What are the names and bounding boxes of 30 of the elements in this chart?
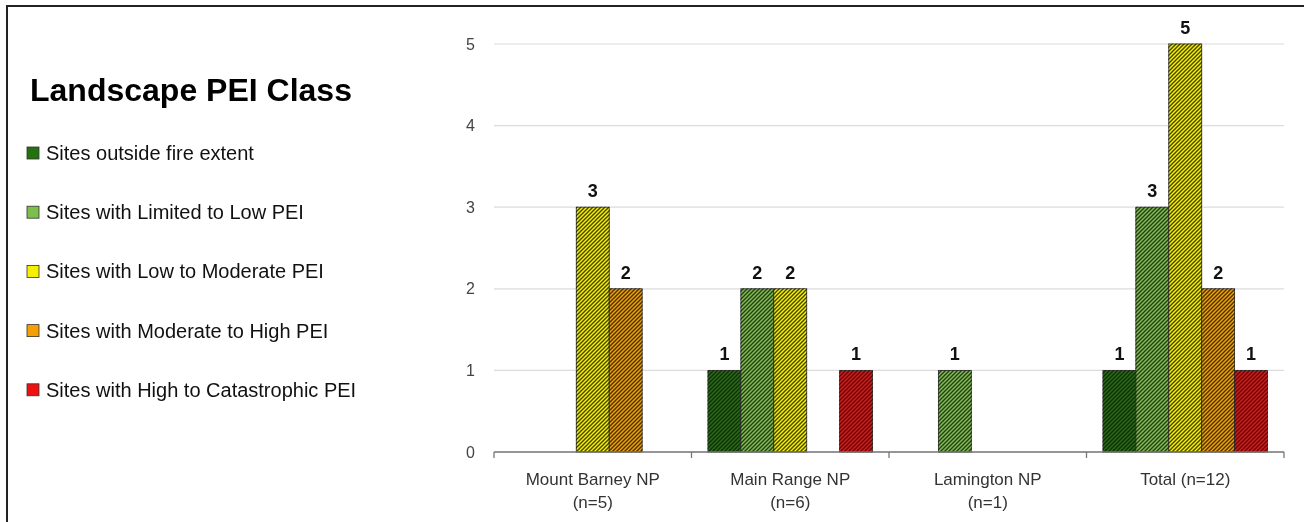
y-tick-label: 0 — [466, 443, 476, 461]
legend-label: Sites with Moderate to High PEI — [46, 319, 329, 342]
data-label: 2 — [752, 262, 763, 283]
y-tick-label: 3 — [466, 198, 476, 216]
data-label: 1 — [1246, 344, 1257, 365]
data-label: 3 — [587, 181, 598, 202]
data-label: 2 — [620, 262, 631, 283]
x-tick-label: Total (n=12) — [1140, 470, 1231, 489]
data-label: 3 — [1147, 181, 1158, 202]
data-label: 2 — [1213, 262, 1224, 283]
legend-title: Landscape PEI Class — [30, 72, 352, 108]
legend-label: Sites with High to Catastrophic PEI — [46, 378, 357, 401]
y-tick-label: 1 — [466, 362, 476, 379]
y-tick-label: 5 — [466, 35, 476, 53]
y-tick-label: 4 — [466, 117, 476, 135]
data-label: 1 — [851, 344, 862, 365]
legend-label: Sites with Low to Moderate PEI — [46, 260, 324, 283]
legend-label: Sites with Limited to Low PEI — [46, 201, 304, 224]
data-label: 5 — [1180, 18, 1191, 38]
x-tick-label: Main Range NP (n=6) — [730, 470, 851, 512]
data-label: 1 — [1114, 344, 1125, 365]
y-tick-label: 2 — [466, 280, 476, 298]
data-label: 1 — [719, 344, 730, 365]
x-tick-label: Mount Barney NP (n=5) — [525, 470, 660, 512]
data-label: 2 — [785, 262, 796, 283]
bar — [839, 370, 873, 453]
bar — [937, 370, 972, 453]
data-label: 1 — [949, 344, 960, 365]
legend-label: Sites outside fire extent — [46, 142, 255, 164]
x-tick-label: Lamington NP (n=1) — [933, 470, 1042, 512]
